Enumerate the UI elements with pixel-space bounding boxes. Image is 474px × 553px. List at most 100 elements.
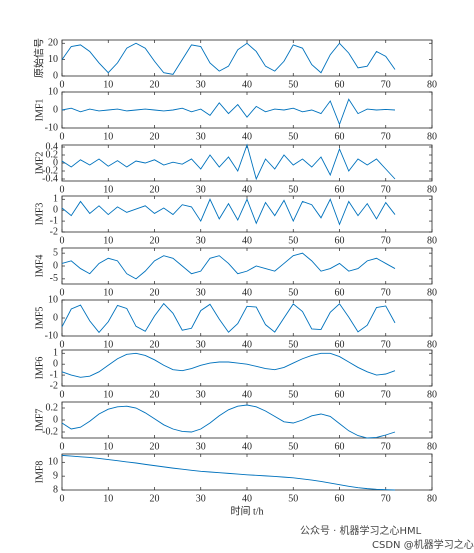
y-tick-label: 0 xyxy=(53,104,58,115)
x-tick-label: 60 xyxy=(335,287,345,298)
watermark: CSDN @机器学习之心 xyxy=(372,538,474,551)
y-tick-label: 0.4 xyxy=(46,141,59,152)
y-tick-label: -2 xyxy=(50,226,58,237)
y-tick-label: 0 xyxy=(53,414,58,425)
x-tick-label: 10 xyxy=(103,184,113,195)
x-tick-label: 60 xyxy=(335,79,345,90)
x-tick-label: 40 xyxy=(242,131,252,142)
y-tick-label: -5 xyxy=(50,273,58,284)
x-tick-label: 40 xyxy=(242,493,252,504)
signal-line xyxy=(61,143,396,181)
x-tick-label: 20 xyxy=(150,184,160,195)
y-axis-label: IMF4 xyxy=(34,255,45,278)
x-tick-label: 0 xyxy=(60,184,65,195)
y-axis-label: IMF2 xyxy=(34,152,45,175)
y-tick-label: 0.2 xyxy=(46,149,59,160)
x-tick-label: 20 xyxy=(150,235,160,246)
x-tick-label: 50 xyxy=(288,235,298,246)
x-tick-label: 40 xyxy=(242,441,252,452)
y-axis-label: IMF1 xyxy=(34,99,45,122)
x-tick-label: 80 xyxy=(427,339,437,350)
x-tick-label: 70 xyxy=(381,131,391,142)
axes-frame xyxy=(61,39,433,77)
signal-line xyxy=(61,42,396,75)
x-tick-label: 0 xyxy=(60,287,65,298)
x-tick-label: 70 xyxy=(381,235,391,246)
x-tick-label: 80 xyxy=(427,79,437,90)
axes-frame xyxy=(61,401,433,439)
x-tick-label: 10 xyxy=(103,339,113,350)
x-tick-label: 0 xyxy=(60,235,65,246)
x-tick-label: 40 xyxy=(242,184,252,195)
x-tick-label: 60 xyxy=(335,131,345,142)
y-tick-label: 1 xyxy=(53,348,58,359)
y-axis-label: IMF3 xyxy=(34,203,45,226)
y-tick-label: 8 xyxy=(53,484,58,495)
x-tick-label: 50 xyxy=(288,79,298,90)
x-tick-label: 30 xyxy=(196,235,206,246)
x-tick-label: 0 xyxy=(60,441,65,452)
y-tick-label: 0 xyxy=(53,312,58,323)
signal-line xyxy=(61,302,396,334)
x-tick-label: 50 xyxy=(288,184,298,195)
x-tick-label: 30 xyxy=(196,339,206,350)
x-tick-label: 50 xyxy=(288,131,298,142)
y-tick-label: -0.2 xyxy=(42,426,58,437)
y-axis-label: IMF6 xyxy=(34,357,45,380)
axes-frame xyxy=(61,195,433,233)
y-axis-label: IMF7 xyxy=(34,409,45,432)
axes-frame xyxy=(61,453,433,491)
y-tick-label: 1 xyxy=(53,194,58,205)
x-tick-label: 70 xyxy=(381,493,391,504)
y-tick-label: 0 xyxy=(53,157,58,168)
y-tick-label: -10 xyxy=(45,330,58,341)
signal-line xyxy=(61,98,396,126)
x-tick-label: 60 xyxy=(335,184,345,195)
axes-frame xyxy=(61,144,433,182)
x-tick-label: 10 xyxy=(103,79,113,90)
x-tick-label: 20 xyxy=(150,441,160,452)
signal-line xyxy=(61,454,396,491)
x-tick-label: 20 xyxy=(150,493,160,504)
y-tick-label: 0 xyxy=(53,204,58,215)
axes-frame xyxy=(61,349,433,387)
y-tick-label: 10 xyxy=(48,294,58,305)
x-tick-label: 60 xyxy=(335,389,345,400)
x-tick-label: 80 xyxy=(427,131,437,142)
x-tick-label: 0 xyxy=(60,493,65,504)
x-tick-label: 50 xyxy=(288,493,298,504)
x-tick-label: 0 xyxy=(60,79,65,90)
x-tick-label: 0 xyxy=(60,339,65,350)
x-tick-label: 40 xyxy=(242,235,252,246)
x-tick-label: 30 xyxy=(196,389,206,400)
x-tick-label: 30 xyxy=(196,79,206,90)
x-tick-label: 10 xyxy=(103,441,113,452)
x-tick-label: 30 xyxy=(196,131,206,142)
x-tick-label: 60 xyxy=(335,441,345,452)
y-axis-label: 原始信号 xyxy=(32,38,45,78)
y-axis-label: IMF5 xyxy=(34,307,45,330)
signal-line xyxy=(61,198,396,226)
x-tick-label: 50 xyxy=(288,339,298,350)
x-axis-label: 时间 t/h xyxy=(230,504,263,517)
watermark: 公众号 · 机器学习之心HML xyxy=(300,524,422,537)
axes-frame xyxy=(61,247,433,285)
signal-line xyxy=(61,352,396,378)
y-tick-label: 0 xyxy=(53,260,58,271)
y-tick-label: 0.2 xyxy=(46,402,59,413)
y-tick-label: 10 xyxy=(48,86,58,97)
x-tick-label: 40 xyxy=(242,79,252,90)
x-tick-label: 70 xyxy=(381,339,391,350)
x-tick-label: 40 xyxy=(242,339,252,350)
x-tick-label: 40 xyxy=(242,389,252,400)
x-tick-label: 10 xyxy=(103,389,113,400)
y-tick-label: -0.4 xyxy=(42,173,58,184)
x-tick-label: 60 xyxy=(335,493,345,504)
x-tick-label: 70 xyxy=(381,184,391,195)
y-tick-label: -1 xyxy=(50,369,58,380)
x-tick-label: 30 xyxy=(196,184,206,195)
y-axis-label: IMF8 xyxy=(34,461,45,484)
signal-line xyxy=(61,252,396,280)
y-tick-label: 0 xyxy=(53,358,58,369)
